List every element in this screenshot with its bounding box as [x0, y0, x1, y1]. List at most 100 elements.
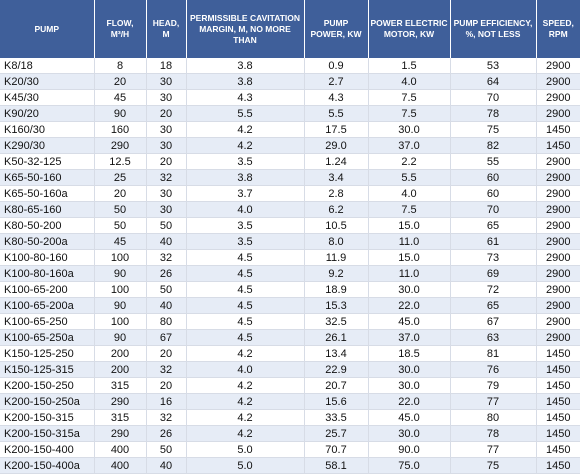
cell-pump: K160/30	[0, 121, 95, 138]
cell-pump-power: 20.7	[304, 377, 369, 394]
cell-efficiency: 80	[450, 409, 537, 426]
cell-head: 16	[146, 393, 187, 410]
cell-motor-power: 45.0	[368, 409, 451, 426]
cell-flow: 20	[94, 73, 147, 90]
cell-flow: 8	[94, 58, 147, 74]
table-row: K20/30 20 30 3.8 2.7 4.0 64 2900	[0, 73, 580, 90]
cell-speed: 2900	[536, 169, 580, 186]
cell-pump: K100-80-160a	[0, 265, 95, 282]
header-cavitation-margin: PERMISSIBLE CAVITATION MARGIN, M, NO MOR…	[186, 0, 305, 58]
cell-pump-power: 15.6	[304, 393, 369, 410]
cell-speed: 1450	[536, 377, 580, 394]
cell-pump: K45/30	[0, 89, 95, 106]
cell-pump: K200-150-315a	[0, 425, 95, 442]
cell-head: 30	[146, 121, 187, 138]
table-row: K100-80-160 100 32 4.5 11.9 15.0 73 2900	[0, 249, 580, 266]
cell-head: 50	[146, 217, 187, 234]
cell-motor-power: 45.0	[368, 313, 451, 330]
cell-pump-power: 32.5	[304, 313, 369, 330]
cell-speed: 2900	[536, 201, 580, 218]
cell-pump-power: 0.9	[304, 58, 369, 74]
cell-motor-power: 15.0	[368, 217, 451, 234]
cell-pump-power: 10.5	[304, 217, 369, 234]
cell-pump: K8/18	[0, 58, 95, 74]
cell-pump: K200-150-250a	[0, 393, 95, 410]
table-row: K8/18 8 18 3.8 0.9 1.5 53 2900	[0, 58, 580, 74]
cell-pump-power: 8.0	[304, 233, 369, 250]
cell-pump-power: 1.24	[304, 153, 369, 170]
cell-cavitation-margin: 4.5	[186, 329, 305, 346]
cell-pump: K80-50-200a	[0, 233, 95, 250]
cell-efficiency: 60	[450, 169, 537, 186]
cell-pump: K100-65-250a	[0, 329, 95, 346]
cell-efficiency: 69	[450, 265, 537, 282]
table-row: K200-150-315 315 32 4.2 33.5 45.0 80 1450	[0, 409, 580, 426]
cell-motor-power: 30.0	[368, 281, 451, 298]
cell-cavitation-margin: 4.2	[186, 121, 305, 138]
cell-efficiency: 70	[450, 89, 537, 106]
cell-cavitation-margin: 5.5	[186, 105, 305, 122]
table-row: K200-150-315a 290 26 4.2 25.7 30.0 78 1450	[0, 425, 580, 442]
table-row: K80-50-200 50 50 3.5 10.5 15.0 65 2900	[0, 217, 580, 234]
cell-head: 32	[146, 361, 187, 378]
cell-flow: 90	[94, 297, 147, 314]
cell-speed: 1450	[536, 409, 580, 426]
header-motor-power: POWER ELECTRIC MOTOR, KW	[368, 0, 451, 58]
cell-pump: K80-50-200	[0, 217, 95, 234]
cell-head: 50	[146, 441, 187, 458]
cell-cavitation-margin: 3.7	[186, 185, 305, 202]
cell-pump-power: 25.7	[304, 425, 369, 442]
cell-head: 67	[146, 329, 187, 346]
cell-pump: K100-65-200	[0, 281, 95, 298]
cell-speed: 2900	[536, 89, 580, 106]
cell-pump: K200-150-250	[0, 377, 95, 394]
cell-motor-power: 18.5	[368, 345, 451, 362]
cell-efficiency: 60	[450, 185, 537, 202]
table-row: K150-125-315 200 32 4.0 22.9 30.0 76 1450	[0, 361, 580, 378]
cell-head: 20	[146, 105, 187, 122]
cell-speed: 2900	[536, 313, 580, 330]
cell-motor-power: 30.0	[368, 121, 451, 138]
cell-pump: K80-65-160	[0, 201, 95, 218]
cell-motor-power: 15.0	[368, 249, 451, 266]
cell-cavitation-margin: 4.2	[186, 425, 305, 442]
cell-cavitation-margin: 4.5	[186, 265, 305, 282]
cell-flow: 400	[94, 441, 147, 458]
cell-flow: 25	[94, 169, 147, 186]
cell-cavitation-margin: 3.5	[186, 153, 305, 170]
cell-pump: K50-32-125	[0, 153, 95, 170]
cell-efficiency: 77	[450, 441, 537, 458]
cell-head: 80	[146, 313, 187, 330]
table-row: K200-150-250 315 20 4.2 20.7 30.0 79 1450	[0, 377, 580, 394]
table-row: K80-65-160 50 30 4.0 6.2 7.5 70 2900	[0, 201, 580, 218]
cell-cavitation-margin: 4.5	[186, 313, 305, 330]
cell-speed: 1450	[536, 121, 580, 138]
table-row: K100-65-200a 90 40 4.5 15.3 22.0 65 2900	[0, 297, 580, 314]
cell-pump: K150-125-250	[0, 345, 95, 362]
cell-pump-power: 33.5	[304, 409, 369, 426]
cell-flow: 200	[94, 361, 147, 378]
cell-pump-power: 9.2	[304, 265, 369, 282]
cell-pump-power: 2.8	[304, 185, 369, 202]
cell-cavitation-margin: 4.5	[186, 297, 305, 314]
cell-flow: 20	[94, 185, 147, 202]
table-row: K50-32-125 12.5 20 3.5 1.24 2.2 55 2900	[0, 153, 580, 170]
cell-cavitation-margin: 4.2	[186, 393, 305, 410]
cell-motor-power: 30.0	[368, 361, 451, 378]
cell-flow: 90	[94, 329, 147, 346]
cell-speed: 1450	[536, 425, 580, 442]
cell-head: 32	[146, 169, 187, 186]
cell-efficiency: 76	[450, 361, 537, 378]
cell-speed: 1450	[536, 441, 580, 458]
cell-motor-power: 22.0	[368, 393, 451, 410]
table-row: K290/30 290 30 4.2 29.0 37.0 82 1450	[0, 137, 580, 154]
cell-head: 30	[146, 89, 187, 106]
cell-efficiency: 63	[450, 329, 537, 346]
table-row: K100-65-250a 90 67 4.5 26.1 37.0 63 2900	[0, 329, 580, 346]
cell-speed: 1450	[536, 345, 580, 362]
cell-pump-power: 18.9	[304, 281, 369, 298]
cell-efficiency: 70	[450, 201, 537, 218]
cell-efficiency: 73	[450, 249, 537, 266]
cell-speed: 2900	[536, 249, 580, 266]
table-row: K200-150-400 400 50 5.0 70.7 90.0 77 1450	[0, 441, 580, 458]
